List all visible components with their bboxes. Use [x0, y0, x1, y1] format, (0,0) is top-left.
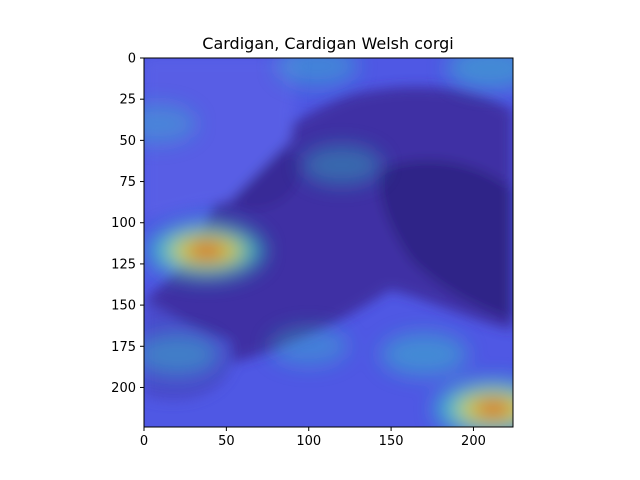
heat-core — [185, 242, 229, 259]
heat-layer — [144, 58, 513, 427]
y-tick-label: 150 — [111, 299, 136, 314]
y-tick-label: 25 — [119, 93, 136, 108]
x-tick-label: 0 — [140, 434, 148, 449]
y-axis: 0 25 50 75 100 125 150 175 200 — [111, 52, 144, 396]
heat-hotspot — [380, 332, 468, 377]
y-tick-label: 100 — [111, 216, 136, 231]
heat-halo — [144, 333, 220, 376]
x-tick-label: 100 — [296, 434, 321, 449]
dog-ear-shape — [379, 159, 513, 320]
chart-title: Cardigan, Cardigan Welsh corgi — [202, 34, 453, 53]
heat-halo — [380, 332, 468, 377]
dog-head-shape — [144, 86, 513, 371]
heat-hotspot — [276, 58, 358, 87]
background-window — [144, 58, 300, 220]
heat-halo — [276, 58, 358, 87]
x-tick-label: 50 — [218, 434, 235, 449]
heat-hotspot — [446, 58, 513, 90]
y-tick-label: 200 — [111, 381, 136, 396]
heat-halo — [269, 326, 349, 367]
heat-halo — [144, 104, 197, 144]
heat-hotspot — [269, 326, 349, 367]
x-tick-label: 150 — [379, 434, 404, 449]
y-tick-label: 50 — [119, 134, 136, 149]
dog-photo-silhouette — [144, 58, 513, 401]
y-tick-label: 175 — [111, 340, 136, 355]
heat-hotspot — [144, 104, 197, 144]
y-tick-label: 75 — [119, 175, 136, 190]
heat-hotspot — [148, 221, 265, 280]
y-tick-label: 0 — [128, 52, 136, 67]
y-tick-label: 125 — [111, 257, 136, 272]
heat-core — [471, 400, 513, 418]
x-tick-label: 200 — [461, 434, 486, 449]
heat-halo — [446, 58, 513, 90]
heat-hotspot — [144, 333, 220, 376]
plot-area — [144, 58, 513, 427]
heat-hotspot — [435, 379, 513, 427]
plot-frame — [143, 57, 514, 428]
heat-hotspot — [300, 144, 383, 186]
heat-halo — [300, 144, 383, 186]
x-axis: 0 50 100 150 200 — [140, 427, 486, 449]
